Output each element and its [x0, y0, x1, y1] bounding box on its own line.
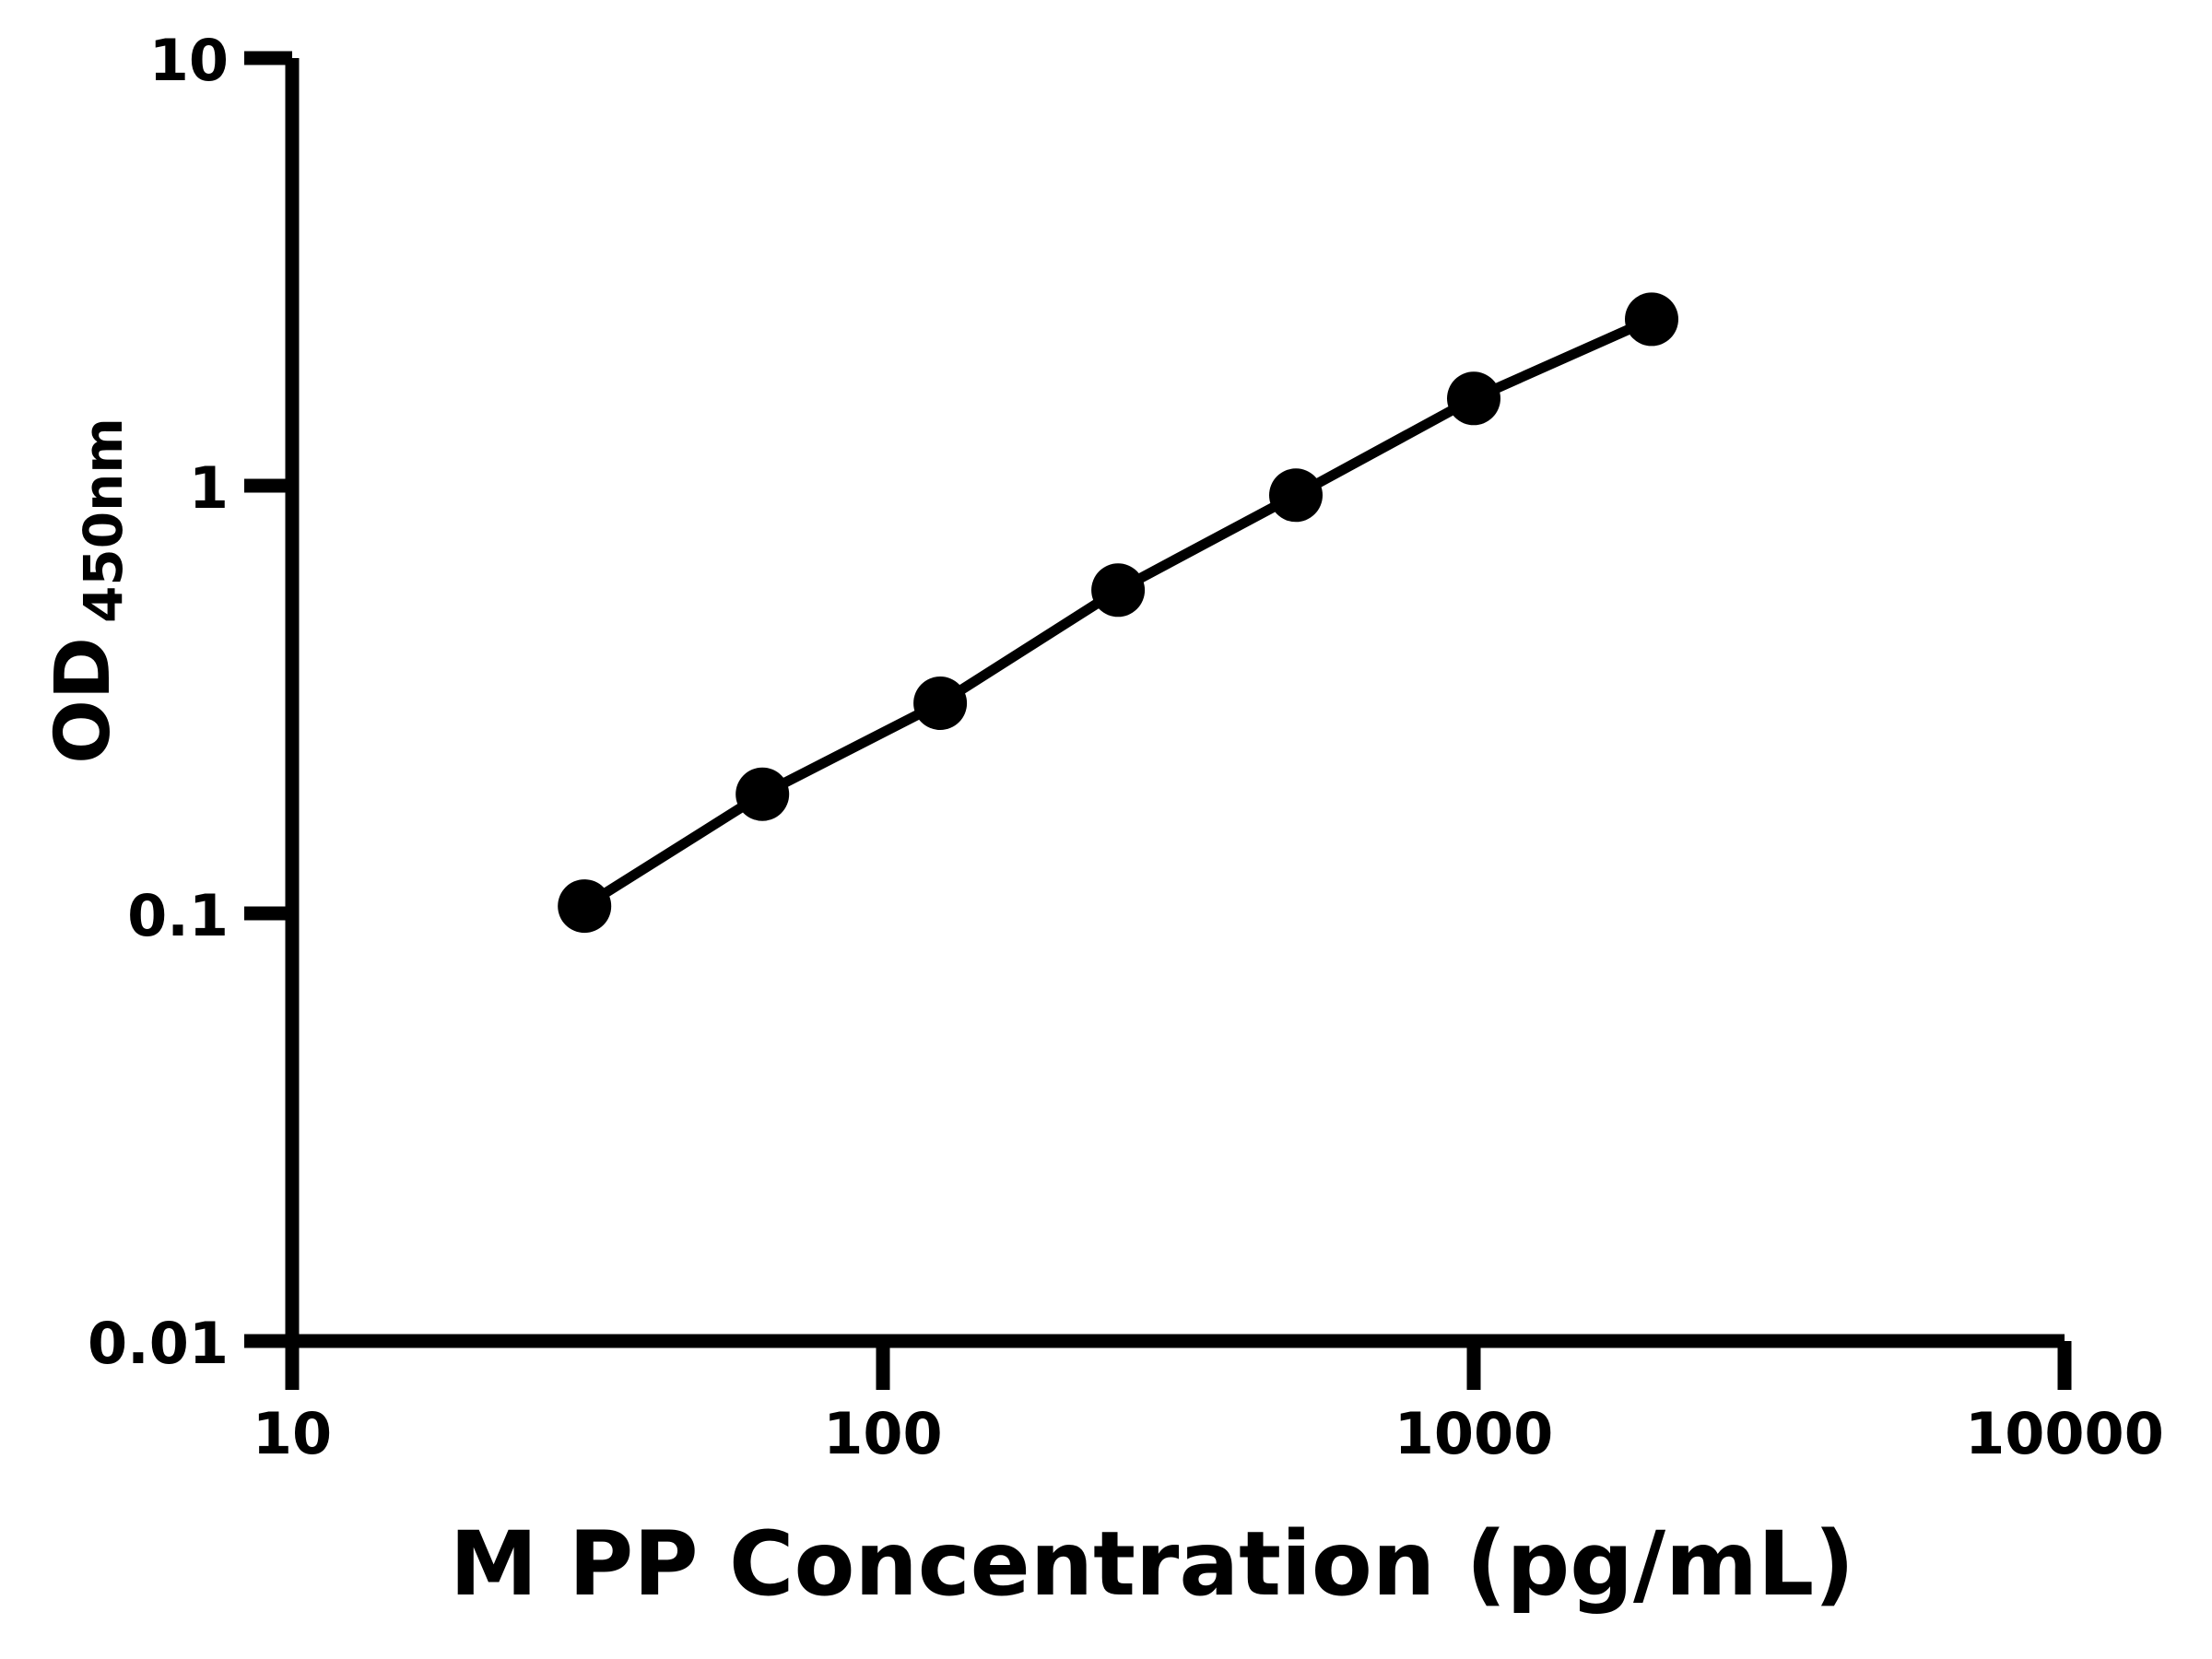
x-tick-label-1000: 1000	[1394, 1400, 1554, 1467]
x-tick-label-10000: 10000	[1965, 1400, 2164, 1467]
x-axis-ticks	[285, 1341, 2072, 1390]
data-point	[1625, 292, 1678, 347]
y-axis-tick-labels: 10 1 0.1 0.01	[88, 27, 229, 1377]
x-axis-title: M PP Concentration (pg/mL)	[450, 1512, 1854, 1616]
y-tick-label-0-1: 0.1	[127, 882, 229, 949]
series-markers	[558, 292, 1678, 934]
data-point	[735, 767, 790, 821]
data-point	[913, 677, 968, 730]
x-axis-tick-labels: 10 100 1000 10000	[253, 1400, 2164, 1467]
x-tick-label-10: 10	[253, 1400, 332, 1467]
axes-group	[285, 58, 2065, 1348]
x-tick-label-100: 100	[823, 1400, 942, 1467]
data-point	[1091, 563, 1146, 618]
y-axis-title-main: OD	[40, 637, 127, 764]
y-tick-label-10: 10	[149, 27, 229, 94]
y-axis-title: OD 450nm	[40, 418, 135, 764]
y-axis-title-sub: 450nm	[72, 418, 135, 623]
data-point	[558, 879, 612, 934]
y-tick-label-1: 1	[189, 454, 229, 522]
data-point	[1269, 468, 1323, 523]
y-axis-ticks	[244, 51, 292, 1348]
y-tick-label-0-01: 0.01	[88, 1310, 229, 1377]
data-point	[1447, 371, 1500, 426]
